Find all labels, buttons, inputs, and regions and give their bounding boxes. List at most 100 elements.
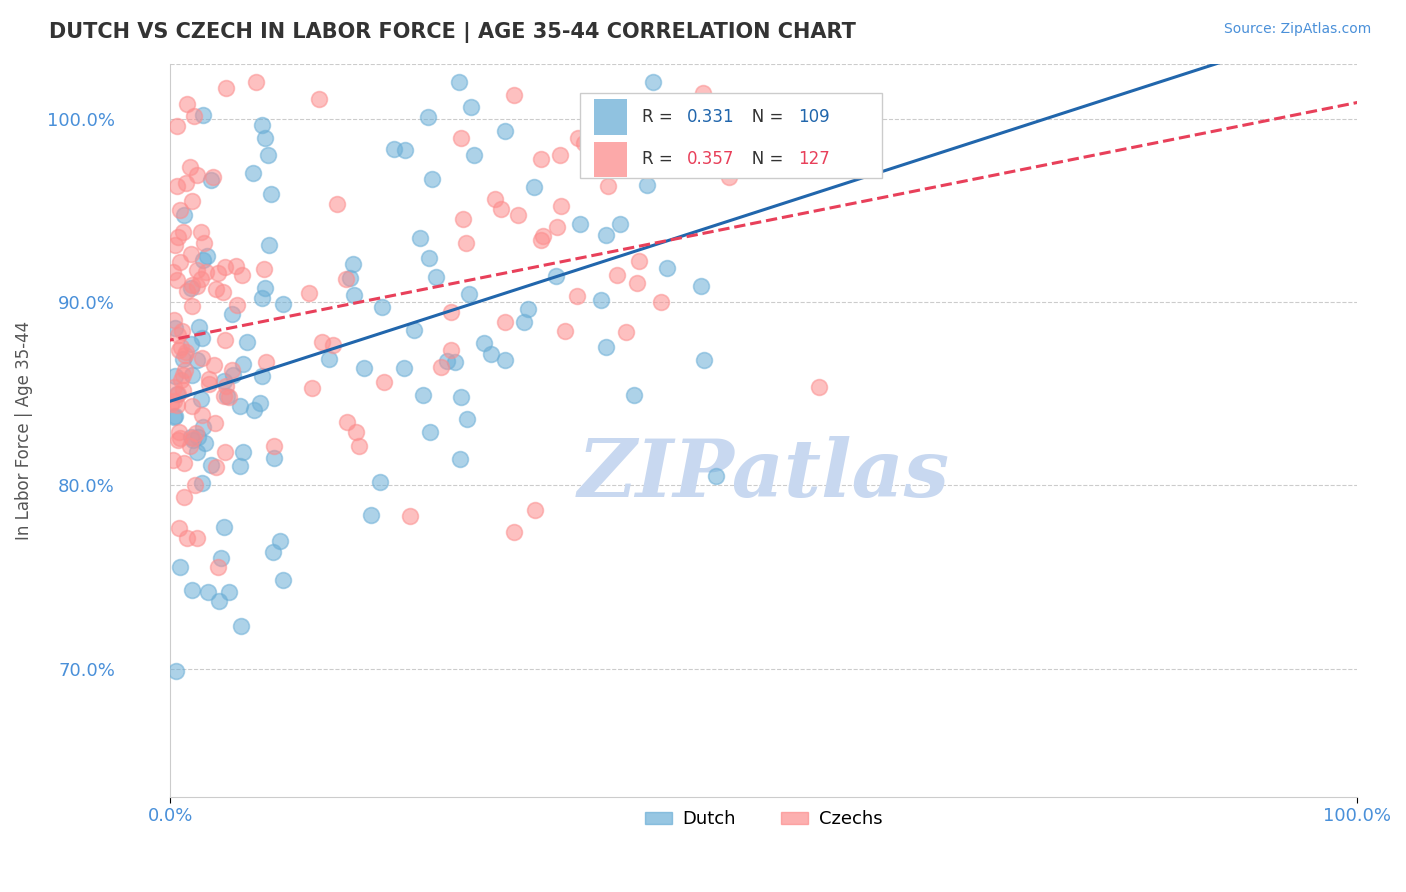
Point <box>183 109 205 123</box>
Point <box>167 425 190 440</box>
Point <box>190 392 212 406</box>
Point <box>166 386 188 401</box>
Point <box>440 343 463 358</box>
Point <box>479 347 502 361</box>
Point <box>174 363 197 377</box>
Point <box>692 86 714 100</box>
Point <box>235 335 257 350</box>
Point <box>169 255 191 269</box>
Text: Source: ZipAtlas.com: Source: ZipAtlas.com <box>1223 22 1371 37</box>
Point <box>420 172 443 186</box>
Point <box>506 208 529 222</box>
Point <box>463 148 485 162</box>
Point <box>402 323 425 337</box>
Point <box>169 432 191 446</box>
Point <box>550 199 572 213</box>
Point <box>252 291 274 305</box>
Point <box>451 212 474 227</box>
Point <box>205 460 228 475</box>
Point <box>167 230 190 244</box>
Point <box>311 335 333 350</box>
Point <box>167 521 190 535</box>
Point <box>636 178 658 192</box>
Point <box>166 398 188 412</box>
Point <box>503 524 526 539</box>
Point <box>186 532 208 546</box>
Point <box>472 336 495 351</box>
Point <box>181 194 204 208</box>
Point <box>159 397 181 411</box>
Point <box>200 458 222 472</box>
Point <box>186 279 208 293</box>
Point <box>170 373 193 387</box>
Point <box>339 270 361 285</box>
Point <box>460 100 482 114</box>
Point <box>193 235 215 250</box>
Point <box>215 389 238 403</box>
Point <box>165 238 187 252</box>
Point <box>614 325 637 339</box>
Point <box>176 345 198 359</box>
Point <box>382 142 405 156</box>
Point <box>444 355 467 369</box>
Point <box>513 315 536 329</box>
Text: N =: N = <box>737 150 789 168</box>
Point <box>253 131 276 145</box>
Text: R =: R = <box>641 108 678 126</box>
Point <box>218 390 240 404</box>
Point <box>298 285 321 300</box>
Point <box>344 425 367 440</box>
Point <box>373 376 395 390</box>
Point <box>181 368 204 382</box>
Point <box>215 81 238 95</box>
Point <box>595 228 617 243</box>
Point <box>641 75 664 89</box>
Point <box>494 315 516 329</box>
Point <box>263 451 285 466</box>
Point <box>207 560 229 574</box>
Point <box>503 87 526 102</box>
Point <box>187 320 209 334</box>
Point <box>163 393 186 408</box>
Point <box>202 359 225 373</box>
Point <box>260 187 283 202</box>
Point <box>172 324 194 338</box>
Point <box>371 300 394 314</box>
Point <box>693 353 716 368</box>
Point <box>429 359 451 374</box>
Point <box>322 338 344 352</box>
Point <box>209 550 232 565</box>
Point <box>169 560 191 574</box>
Point <box>449 451 471 466</box>
Point <box>194 265 217 279</box>
Point <box>603 161 626 175</box>
Point <box>183 431 205 445</box>
Point <box>269 534 291 549</box>
Point <box>215 378 238 392</box>
Point <box>591 293 613 308</box>
Point <box>173 208 195 222</box>
Point <box>250 118 273 132</box>
Point <box>212 520 235 534</box>
Point <box>606 268 628 282</box>
Point <box>568 217 591 231</box>
Point <box>456 411 478 425</box>
Point <box>232 444 254 458</box>
Point <box>186 445 208 459</box>
Point <box>450 390 472 404</box>
Y-axis label: In Labor Force | Age 35-44: In Labor Force | Age 35-44 <box>15 321 32 540</box>
Point <box>440 305 463 319</box>
Point <box>342 257 364 271</box>
Text: N =: N = <box>737 108 789 126</box>
Point <box>457 287 479 301</box>
Point <box>176 532 198 546</box>
Point <box>173 348 195 362</box>
Text: ZIPatlas: ZIPatlas <box>578 435 950 513</box>
Point <box>531 229 554 244</box>
Point <box>494 124 516 138</box>
Point <box>257 148 280 162</box>
Point <box>181 399 204 413</box>
Point <box>172 368 194 383</box>
Point <box>190 225 212 239</box>
Point <box>623 388 645 402</box>
